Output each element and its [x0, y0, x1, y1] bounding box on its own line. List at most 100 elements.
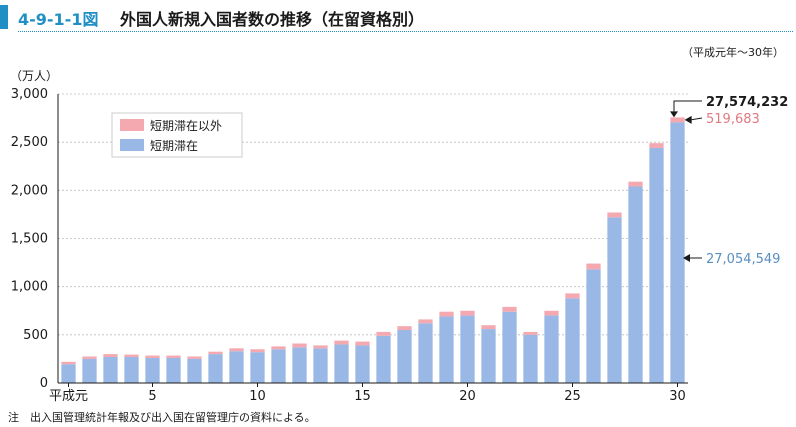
bar-short-term — [397, 330, 412, 383]
x-tick-label: 10 — [249, 389, 266, 404]
arrowhead-short-term — [683, 254, 690, 262]
bar-non-short-term — [670, 117, 685, 123]
bar-non-short-term — [565, 293, 580, 299]
arrow-non-short-term — [690, 117, 703, 121]
bar-non-short-term — [61, 361, 76, 365]
bar-non-short-term — [628, 181, 643, 187]
legend-label-non-short-term: 短期滞在以外 — [150, 119, 222, 133]
bar-short-term — [649, 147, 664, 383]
bar-non-short-term — [502, 306, 517, 312]
bar-short-term — [460, 315, 475, 383]
annotation-short-term: 27,054,549 — [706, 252, 780, 267]
annotation-total: 27,574,232 — [706, 95, 788, 110]
chart-annotations: 27,574,232 519,683 27,054,549 — [670, 95, 788, 267]
bar-non-short-term — [187, 356, 202, 359]
x-tick-label: 平成元 — [49, 389, 88, 404]
bar-short-term — [292, 347, 307, 383]
legend-label-short-term: 短期滞在 — [150, 139, 198, 153]
bar-short-term — [82, 358, 97, 383]
bar-short-term — [376, 335, 391, 383]
bar-non-short-term — [250, 349, 265, 353]
bar-short-term — [628, 186, 643, 383]
y-tick-label: 2,000 — [11, 183, 48, 198]
bar-short-term — [229, 351, 244, 383]
bar-non-short-term — [397, 326, 412, 331]
bar-short-term — [565, 298, 580, 383]
bar-short-term — [166, 357, 181, 383]
x-tick-label: 20 — [459, 389, 476, 404]
bar-short-term — [481, 329, 496, 383]
bar-short-term — [502, 311, 517, 383]
bar-short-term — [313, 348, 328, 383]
bar-short-term — [103, 356, 118, 383]
bar-non-short-term — [124, 354, 139, 357]
y-axis-unit: （万人） — [10, 69, 59, 83]
chart-bars — [61, 117, 685, 383]
y-tick-label: 500 — [23, 328, 48, 343]
bar-non-short-term — [649, 143, 664, 148]
bar-non-short-term — [145, 355, 160, 358]
bar-non-short-term — [586, 263, 601, 270]
x-tick-label: 5 — [148, 389, 156, 404]
bar-non-short-term — [103, 354, 118, 357]
bar-non-short-term — [439, 311, 454, 317]
bar-short-term — [208, 354, 223, 383]
legend-swatch-non-short-term — [120, 119, 144, 131]
bar-non-short-term — [607, 212, 622, 218]
bar-short-term — [271, 349, 286, 383]
y-tick-labels: 0 500 1,000 1,500 2,000 2,500 3,000 — [11, 87, 48, 391]
bar-short-term — [586, 269, 601, 383]
legend-swatch-short-term — [120, 139, 144, 151]
bar-non-short-term — [292, 343, 307, 348]
y-tick-label: 1,000 — [11, 280, 48, 295]
bar-non-short-term — [229, 348, 244, 352]
bar-non-short-term — [313, 345, 328, 349]
figure-header: 4-9-1-1図 外国人新規入国者数の推移（在留資格別） — [0, 0, 796, 34]
period-label: （平成元年～30年） — [682, 46, 784, 59]
bar-short-term — [607, 217, 622, 383]
bar-non-short-term — [418, 319, 433, 324]
bar-non-short-term — [334, 340, 349, 345]
y-tick-label: 1,500 — [11, 232, 48, 247]
bar-non-short-term — [481, 325, 496, 330]
x-tick-label: 15 — [354, 389, 371, 404]
bar-non-short-term — [271, 346, 286, 350]
bar-non-short-term — [355, 341, 370, 346]
bar-non-short-term — [460, 310, 475, 316]
x-tick-label: 30 — [669, 389, 686, 404]
arrow-total — [673, 100, 702, 112]
bar-short-term — [355, 345, 370, 383]
bar-non-short-term — [544, 310, 559, 316]
bar-non-short-term — [523, 331, 538, 335]
header-accent-bar — [0, 5, 8, 29]
x-tick-label: 25 — [564, 389, 581, 404]
chart-axes — [57, 94, 688, 384]
bar-short-term — [439, 316, 454, 383]
chart-legend: 短期滞在以外 短期滞在 — [111, 112, 243, 158]
y-tick-label: 3,000 — [11, 87, 48, 102]
y-tick-label: 2,500 — [11, 135, 48, 150]
x-tick-labels: 平成元 5 10 15 20 25 30 — [49, 383, 686, 404]
figure-number: 4-9-1-1図 — [18, 10, 99, 29]
figure-title: 外国人新規入国者数の推移（在留資格別） — [120, 10, 425, 29]
bar-short-term — [670, 122, 685, 383]
y-tick-label: 0 — [40, 376, 48, 391]
bar-non-short-term — [376, 331, 391, 336]
arrowhead-non-short-term — [684, 115, 692, 124]
arrowhead-total — [670, 111, 678, 118]
bar-non-short-term — [208, 351, 223, 355]
bar-short-term — [418, 323, 433, 383]
annotation-non-short-term: 519,683 — [706, 112, 760, 127]
header-divider — [18, 31, 793, 32]
source-note: 注 出入国管理統計年報及び出入国在留管理庁の資料による。 — [8, 411, 316, 424]
bar-non-short-term — [82, 356, 97, 359]
bar-short-term — [124, 356, 139, 383]
bar-short-term — [145, 357, 160, 383]
bar-short-term — [61, 364, 76, 383]
bar-short-term — [544, 315, 559, 383]
bar-short-term — [523, 334, 538, 383]
bar-short-term — [250, 352, 265, 383]
bar-short-term — [334, 344, 349, 383]
bar-non-short-term — [166, 355, 181, 358]
